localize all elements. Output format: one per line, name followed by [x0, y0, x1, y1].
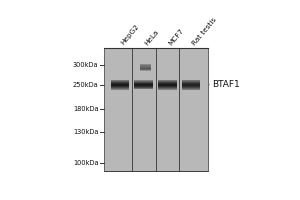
Bar: [182, 83, 200, 84]
Bar: [182, 83, 200, 84]
Bar: [140, 64, 151, 65]
Bar: [140, 65, 151, 66]
Bar: [182, 88, 200, 89]
Text: 180kDa: 180kDa: [73, 106, 98, 112]
Bar: [140, 64, 151, 65]
Bar: [140, 70, 151, 71]
Bar: [140, 68, 151, 69]
Bar: [111, 89, 129, 90]
Bar: [111, 83, 129, 84]
Bar: [111, 86, 129, 87]
Text: Rat testis: Rat testis: [191, 16, 218, 46]
Bar: [158, 85, 177, 86]
Bar: [134, 88, 153, 89]
Bar: [182, 85, 200, 86]
Bar: [158, 86, 177, 87]
Bar: [158, 88, 177, 89]
Bar: [134, 81, 153, 82]
Bar: [111, 85, 129, 86]
Bar: [134, 80, 153, 81]
Text: HeLa: HeLa: [143, 28, 160, 46]
Bar: [134, 82, 153, 83]
Bar: [182, 85, 200, 86]
Bar: [111, 81, 129, 82]
Bar: [140, 66, 151, 67]
Bar: [140, 68, 151, 69]
Bar: [182, 87, 200, 88]
Bar: [182, 82, 200, 83]
Bar: [111, 83, 129, 84]
Text: MCF7: MCF7: [168, 27, 185, 46]
Text: 300kDa: 300kDa: [73, 62, 98, 68]
Bar: [158, 89, 177, 90]
Bar: [158, 83, 177, 84]
Bar: [158, 81, 177, 82]
Bar: [134, 85, 153, 86]
Bar: [134, 87, 153, 88]
Bar: [134, 86, 153, 87]
Bar: [134, 84, 153, 85]
Bar: [111, 88, 129, 89]
Bar: [111, 84, 129, 85]
Bar: [104, 48, 208, 171]
Text: 250kDa: 250kDa: [73, 82, 98, 88]
Bar: [182, 80, 200, 81]
Bar: [111, 87, 129, 88]
Bar: [158, 84, 177, 85]
Text: 130kDa: 130kDa: [73, 129, 98, 135]
Bar: [182, 81, 200, 82]
Bar: [134, 84, 153, 85]
Bar: [140, 67, 151, 68]
Bar: [111, 84, 129, 85]
Bar: [182, 84, 200, 85]
Bar: [182, 86, 200, 87]
Bar: [182, 87, 200, 88]
Bar: [134, 81, 153, 82]
Bar: [134, 87, 153, 88]
Bar: [158, 84, 177, 85]
Bar: [111, 80, 129, 81]
Bar: [140, 65, 151, 66]
Bar: [182, 82, 200, 83]
Text: BTAF1: BTAF1: [212, 80, 240, 89]
Text: 100kDa: 100kDa: [73, 160, 98, 166]
Text: HepG2: HepG2: [120, 23, 141, 46]
Bar: [111, 85, 129, 86]
Bar: [182, 88, 200, 89]
Bar: [182, 81, 200, 82]
Bar: [140, 69, 151, 70]
Bar: [111, 82, 129, 83]
Bar: [158, 83, 177, 84]
Bar: [158, 87, 177, 88]
Bar: [134, 82, 153, 83]
Bar: [158, 80, 177, 81]
Bar: [182, 89, 200, 90]
Bar: [134, 83, 153, 84]
Bar: [158, 82, 177, 83]
Bar: [158, 85, 177, 86]
Bar: [182, 86, 200, 87]
Bar: [182, 84, 200, 85]
Bar: [140, 69, 151, 70]
